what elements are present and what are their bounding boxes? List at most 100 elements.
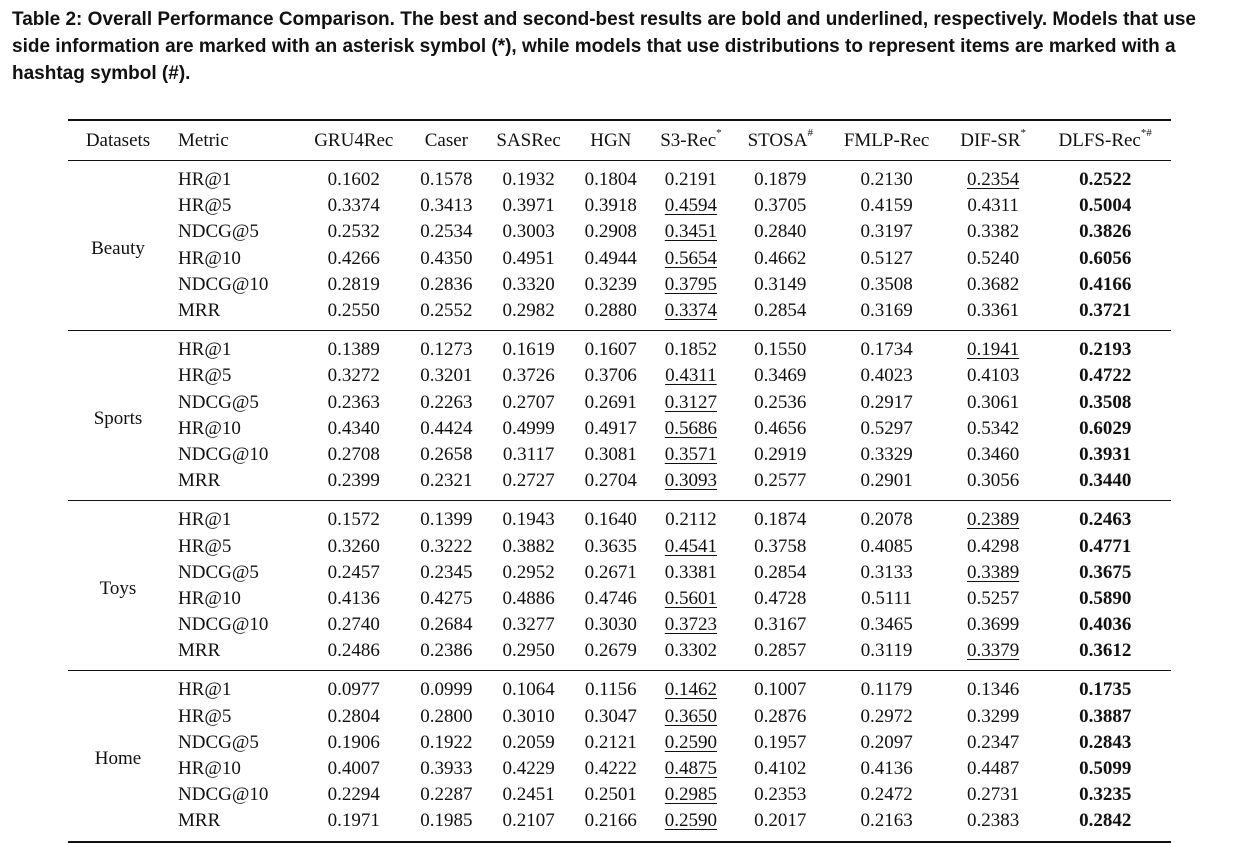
value-cell: 0.3887 <box>1039 704 1171 730</box>
value-cell: 0.3508 <box>1039 390 1171 416</box>
value-cell: 0.1879 <box>734 161 826 194</box>
header-model: DLFS-Rec*# <box>1039 120 1171 161</box>
value: 0.2552 <box>420 300 473 322</box>
value-cell: 0.2901 <box>826 468 947 501</box>
value-cell: 0.1462 <box>648 671 735 704</box>
value-cell: 0.4875 <box>648 756 735 782</box>
table-row: HR@10 0.4136 0.4275 0.4886 0.4746 0.5601 0.472… <box>68 586 1171 612</box>
value: 0.1922 <box>420 731 473 753</box>
second-best-value: 0.3374 <box>664 300 718 322</box>
value: 0.4999 <box>502 417 555 439</box>
value-cell: 0.1734 <box>826 331 947 364</box>
value: 0.2901 <box>860 470 913 492</box>
value: 0.2112 <box>665 509 717 531</box>
value: 0.2972 <box>860 705 913 727</box>
value-cell: 0.5686 <box>648 416 735 442</box>
value-cell: 0.3706 <box>574 363 648 389</box>
value-cell: 0.2952 <box>483 560 574 586</box>
value-cell: 0.4951 <box>483 246 574 272</box>
performance-table: Datasets Metric GRU4Rec Caser SASRec HGN S3-… <box>68 119 1171 843</box>
value-cell: 0.2522 <box>1039 161 1171 194</box>
value: 0.1179 <box>860 679 913 701</box>
value-cell: 0.3933 <box>410 756 484 782</box>
value: 0.2345 <box>420 561 473 583</box>
best-value: 0.2522 <box>1079 169 1132 191</box>
best-value: 0.2843 <box>1079 731 1132 753</box>
value: 0.2532 <box>327 221 380 243</box>
value-cell: 0.3918 <box>574 193 648 219</box>
value: 0.2800 <box>420 705 473 727</box>
value: 0.2917 <box>860 391 913 413</box>
value: 0.2078 <box>860 509 913 531</box>
value: 0.3465 <box>860 614 913 636</box>
value: 0.4085 <box>860 535 913 557</box>
best-value: 0.5890 <box>1079 587 1132 609</box>
value-cell: 0.4136 <box>298 586 410 612</box>
table-row: Home HR@1 0.0977 0.0999 0.1064 0.1156 0.1462 0.… <box>68 671 1171 768</box>
value: 0.2486 <box>327 640 380 662</box>
value-cell: 0.4036 <box>1039 612 1171 638</box>
value: 0.1971 <box>327 810 380 832</box>
value: 0.2854 <box>754 561 807 583</box>
value-cell: 0.2345 <box>410 560 484 586</box>
value-cell: 0.3758 <box>734 533 826 559</box>
value-cell: 0.1922 <box>410 730 484 756</box>
value-cell: 0.2486 <box>298 638 410 671</box>
value-cell: 0.4746 <box>574 586 648 612</box>
value: 0.4917 <box>584 417 637 439</box>
best-value: 0.3235 <box>1079 784 1132 806</box>
value-cell: 0.2112 <box>648 501 735 534</box>
value: 0.2952 <box>502 561 555 583</box>
value-cell: 0.4656 <box>734 416 826 442</box>
value-cell: 0.2671 <box>574 560 648 586</box>
value: 0.4424 <box>420 417 473 439</box>
value: 0.2731 <box>966 784 1020 806</box>
value: 0.3299 <box>966 705 1020 727</box>
value: 0.2534 <box>420 221 473 243</box>
header-metric: Metric <box>178 129 229 151</box>
value-cell: 0.2843 <box>1039 730 1171 756</box>
value: 0.4951 <box>502 247 555 269</box>
second-best-value: 0.5601 <box>664 587 718 609</box>
value-cell: 0.4166 <box>1039 272 1171 298</box>
value-cell: 0.3650 <box>648 704 735 730</box>
value: 0.3047 <box>584 705 637 727</box>
value-cell: 0.3382 <box>947 219 1040 245</box>
value-cell: 0.1985 <box>410 808 484 841</box>
metric-name: NDCG@5 <box>178 391 259 413</box>
value-cell: 0.3971 <box>483 193 574 219</box>
second-best-value: 0.1941 <box>966 339 1020 361</box>
value-cell: 0.2191 <box>648 161 735 194</box>
value-cell: 0.1852 <box>648 331 735 364</box>
table-row: MRR 0.2486 0.2386 0.2950 0.2679 0.3302 0.2857 0… <box>68 638 1171 671</box>
value: 0.2691 <box>584 391 637 413</box>
value: 0.3272 <box>327 365 380 387</box>
metric-name: HR@10 <box>178 758 241 780</box>
value: 0.5342 <box>966 417 1020 439</box>
best-value: 0.4166 <box>1079 273 1132 295</box>
value-cell: 0.3119 <box>826 638 947 671</box>
value-cell: 0.4222 <box>574 756 648 782</box>
value: 0.3682 <box>966 273 1020 295</box>
second-best-value: 0.2354 <box>966 169 1020 191</box>
value-cell: 0.1640 <box>574 501 648 534</box>
metric-name: NDCG@10 <box>178 443 269 465</box>
best-value: 0.3508 <box>1079 391 1132 413</box>
table-row: Toys HR@1 0.1572 0.1399 0.1943 0.1640 0.2112 0.… <box>68 501 1171 598</box>
value: 0.3705 <box>754 195 807 217</box>
value-cell: 0.4424 <box>410 416 484 442</box>
value-cell: 0.4266 <box>298 246 410 272</box>
value-cell: 0.3379 <box>947 638 1040 671</box>
value: 0.5127 <box>860 247 913 269</box>
second-best-value: 0.3795 <box>664 273 718 295</box>
best-value: 0.3931 <box>1079 443 1132 465</box>
metric-name: HR@1 <box>178 339 232 361</box>
value-cell: 0.1906 <box>298 730 410 756</box>
value-cell: 0.2800 <box>410 704 484 730</box>
value: 0.2704 <box>584 470 637 492</box>
value-cell: 0.3612 <box>1039 638 1171 671</box>
value-cell: 0.2017 <box>734 808 826 841</box>
value-cell: 0.1399 <box>410 501 484 534</box>
value-cell: 0.2386 <box>410 638 484 671</box>
value-cell: 0.5240 <box>947 246 1040 272</box>
